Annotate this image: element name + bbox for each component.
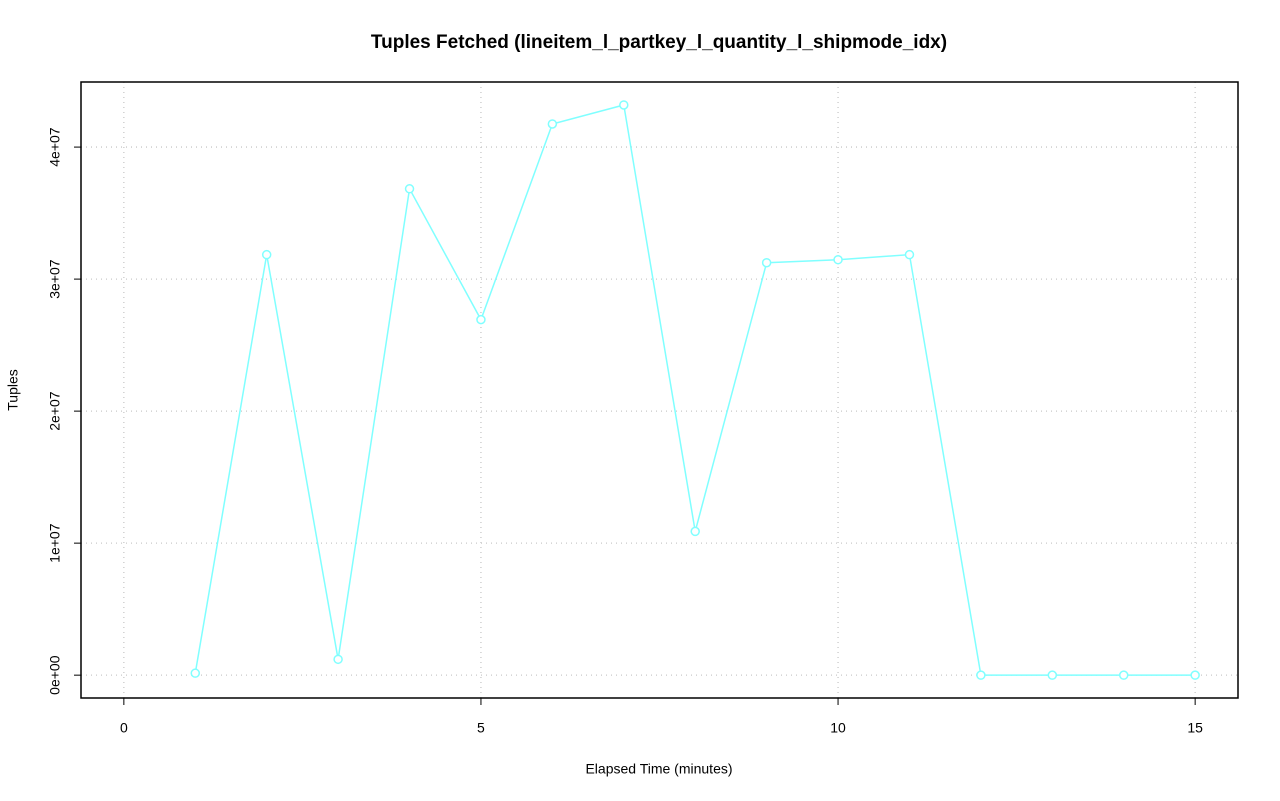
data-point xyxy=(1047,670,1058,680)
plot-frame xyxy=(80,81,1239,699)
data-point xyxy=(190,668,201,678)
data-point xyxy=(833,254,843,265)
data-point xyxy=(1118,670,1129,680)
chart-title: Tuples Fetched (lineitem_l_partkey_l_qua… xyxy=(371,32,947,53)
data-point xyxy=(904,249,915,260)
x-axis-label: Elapsed Time (minutes) xyxy=(585,761,732,777)
y-tick-label: 3e+07 xyxy=(47,259,63,299)
y-tick-label: 1e+07 xyxy=(47,523,63,563)
data-point xyxy=(690,526,700,537)
data-point xyxy=(547,119,558,129)
y-tick-label: 0e+00 xyxy=(47,655,63,695)
x-tick-label: 15 xyxy=(1187,720,1203,736)
y-axis-label: Tuples xyxy=(5,369,21,411)
y-tick-label: 4e+07 xyxy=(47,127,63,167)
data-point xyxy=(476,314,486,325)
data-point xyxy=(761,257,772,268)
data-point xyxy=(1190,670,1200,680)
x-tick-label: 5 xyxy=(477,720,485,736)
data-point xyxy=(404,184,415,194)
data-point xyxy=(333,654,343,665)
y-tick-label: 2e+07 xyxy=(47,391,63,431)
data-point xyxy=(261,249,272,260)
data-point xyxy=(976,670,986,680)
data-point xyxy=(619,100,629,110)
x-tick-label: 10 xyxy=(830,720,846,736)
x-tick-label: 0 xyxy=(120,720,128,736)
